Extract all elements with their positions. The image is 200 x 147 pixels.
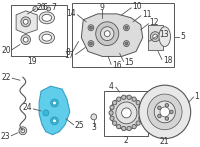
Text: 25: 25	[75, 121, 84, 130]
Circle shape	[43, 110, 49, 116]
Ellipse shape	[160, 107, 170, 117]
Circle shape	[170, 110, 173, 114]
Text: 5: 5	[180, 32, 185, 41]
Ellipse shape	[39, 32, 54, 44]
Circle shape	[109, 111, 113, 115]
Circle shape	[110, 105, 114, 110]
Circle shape	[96, 22, 119, 46]
Ellipse shape	[122, 108, 131, 118]
Circle shape	[139, 105, 143, 110]
Circle shape	[91, 114, 97, 120]
Circle shape	[19, 127, 27, 135]
Circle shape	[165, 103, 169, 107]
Circle shape	[124, 41, 129, 47]
Circle shape	[21, 35, 31, 45]
Circle shape	[150, 32, 160, 42]
Text: 23: 23	[1, 132, 10, 141]
Circle shape	[101, 27, 114, 41]
Text: 21: 21	[159, 137, 169, 146]
Text: 10: 10	[132, 2, 142, 11]
Polygon shape	[16, 11, 37, 34]
Text: 12: 12	[149, 18, 159, 27]
Circle shape	[113, 101, 117, 105]
FancyBboxPatch shape	[148, 25, 163, 50]
Polygon shape	[81, 14, 143, 56]
Circle shape	[51, 117, 58, 125]
Polygon shape	[39, 86, 70, 135]
Circle shape	[125, 42, 128, 45]
Ellipse shape	[159, 27, 171, 47]
Circle shape	[47, 7, 51, 11]
Text: 6: 6	[42, 3, 47, 12]
Circle shape	[132, 97, 136, 101]
Text: 7: 7	[52, 3, 56, 12]
Text: 3: 3	[91, 123, 96, 132]
Ellipse shape	[42, 14, 52, 21]
Circle shape	[117, 97, 121, 101]
Circle shape	[21, 129, 25, 133]
FancyBboxPatch shape	[104, 91, 148, 136]
FancyBboxPatch shape	[72, 3, 174, 67]
Text: 13: 13	[159, 30, 169, 39]
Circle shape	[33, 6, 38, 11]
Circle shape	[158, 106, 161, 110]
Circle shape	[53, 101, 56, 105]
Circle shape	[127, 95, 131, 100]
Circle shape	[51, 99, 58, 107]
Text: 8: 8	[65, 48, 70, 57]
Text: 18: 18	[163, 56, 172, 65]
Text: 19: 19	[28, 57, 37, 66]
Text: 24: 24	[23, 103, 32, 112]
Circle shape	[132, 125, 136, 129]
Circle shape	[139, 116, 143, 121]
Text: 15: 15	[124, 58, 134, 67]
Circle shape	[21, 17, 31, 27]
Circle shape	[88, 25, 94, 31]
FancyBboxPatch shape	[11, 5, 67, 56]
Ellipse shape	[139, 85, 191, 139]
Circle shape	[122, 95, 126, 100]
Circle shape	[136, 101, 140, 105]
Text: 16: 16	[112, 61, 122, 70]
Ellipse shape	[148, 94, 182, 130]
Text: 20: 20	[36, 3, 46, 12]
Text: 22: 22	[2, 73, 11, 82]
Circle shape	[140, 111, 144, 115]
Circle shape	[23, 37, 28, 42]
Circle shape	[124, 25, 129, 31]
Text: 14: 14	[66, 9, 76, 18]
Circle shape	[89, 42, 92, 45]
Circle shape	[53, 119, 56, 123]
Circle shape	[165, 117, 169, 120]
Circle shape	[127, 126, 131, 131]
Circle shape	[110, 116, 114, 121]
Text: 4: 4	[109, 82, 114, 91]
Ellipse shape	[39, 12, 54, 24]
Text: 11: 11	[142, 10, 151, 19]
Circle shape	[104, 31, 110, 37]
Circle shape	[125, 26, 128, 29]
Circle shape	[89, 26, 92, 29]
Text: 20: 20	[2, 46, 11, 55]
Text: 2: 2	[123, 136, 128, 145]
Circle shape	[113, 121, 117, 125]
Ellipse shape	[110, 96, 143, 130]
Ellipse shape	[154, 101, 175, 123]
Ellipse shape	[42, 34, 52, 41]
Text: 1: 1	[195, 92, 199, 101]
Circle shape	[23, 19, 28, 24]
Circle shape	[153, 34, 158, 39]
Text: 9: 9	[100, 3, 105, 12]
Ellipse shape	[116, 102, 137, 124]
Circle shape	[117, 125, 121, 129]
Circle shape	[136, 121, 140, 125]
Circle shape	[158, 114, 161, 118]
Circle shape	[88, 41, 94, 47]
Text: 17: 17	[64, 51, 74, 60]
Circle shape	[122, 126, 126, 131]
